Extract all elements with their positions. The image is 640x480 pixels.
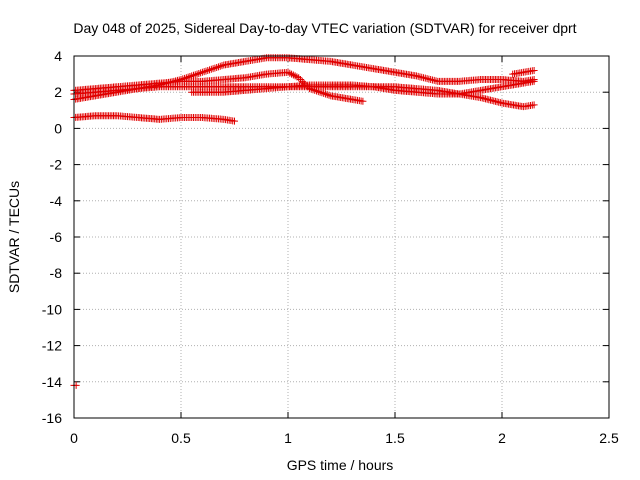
data-point-marker xyxy=(195,69,203,77)
y-tick-label: -14 xyxy=(42,374,62,390)
data-point-marker xyxy=(298,77,306,85)
data-point-marker xyxy=(296,76,304,84)
data-point-marker xyxy=(286,69,294,77)
series-5 xyxy=(70,112,238,125)
data-point-marker xyxy=(197,69,205,77)
data-point-marker xyxy=(530,77,538,85)
data-point-marker xyxy=(293,73,301,81)
data-point-marker xyxy=(530,101,538,109)
x-tick-label: 2 xyxy=(498,430,506,446)
data-point-marker xyxy=(204,66,212,74)
x-tick-label: 1 xyxy=(284,430,292,446)
data-point-marker xyxy=(200,68,208,76)
data-point-marker xyxy=(193,70,201,78)
data-point-marker xyxy=(209,65,217,73)
data-point-marker xyxy=(323,91,331,99)
axis-ticks: 0 0.5 1 1.5 2 2.5 -16 -14 -12 -10 -8 -6 -4 -2 0 2 4 xyxy=(42,48,619,446)
x-tick-label: 0.5 xyxy=(171,430,191,446)
plot-frame xyxy=(73,55,610,419)
data-point-marker xyxy=(198,68,206,76)
data-point-marker xyxy=(289,71,297,79)
x-axis-label: GPS time / hours xyxy=(287,457,394,473)
x-tick-label: 0 xyxy=(70,430,78,446)
series-4 xyxy=(188,77,538,98)
data-point-marker xyxy=(191,71,199,79)
data-point-marker xyxy=(530,66,538,74)
y-tick-label: -6 xyxy=(50,229,63,245)
y-tick-label: -16 xyxy=(42,410,62,426)
grid-lines xyxy=(74,56,609,418)
data-point-marker xyxy=(189,71,197,79)
y-tick-label: 4 xyxy=(54,48,62,64)
y-axis-label: SDTVAR / TECUs xyxy=(6,181,22,293)
series-7 xyxy=(70,381,80,389)
y-tick-label: -2 xyxy=(50,157,63,173)
data-point-marker xyxy=(213,63,221,71)
data-point-marker xyxy=(231,117,238,125)
x-tick-label: 1.5 xyxy=(385,430,405,446)
y-tick-label: -8 xyxy=(50,265,63,281)
series-6 xyxy=(509,66,538,78)
data-point-marker xyxy=(325,91,333,99)
y-tick-label: 0 xyxy=(54,120,62,136)
data-point-marker xyxy=(216,62,224,70)
y-tick-label: 2 xyxy=(54,84,62,100)
x-tick-label: 2.5 xyxy=(599,430,619,446)
data-markers xyxy=(70,54,538,389)
data-point-marker xyxy=(284,68,292,76)
series-2 xyxy=(70,68,367,105)
data-point-marker xyxy=(218,62,226,70)
data-point-marker xyxy=(207,65,215,73)
data-point-marker xyxy=(318,89,326,97)
data-point-marker xyxy=(321,90,329,98)
chart-title: Day 048 of 2025, Sidereal Day-to-day VTE… xyxy=(73,20,576,36)
y-tick-label: -12 xyxy=(42,338,62,354)
y-tick-label: -4 xyxy=(50,193,63,209)
data-point-marker xyxy=(211,64,219,72)
data-point-marker xyxy=(214,63,222,71)
data-point-marker xyxy=(359,97,367,105)
data-point-marker xyxy=(288,70,296,78)
data-point-marker xyxy=(291,72,299,80)
data-point-marker xyxy=(206,66,214,74)
data-point-marker xyxy=(295,74,303,82)
data-point-marker xyxy=(202,67,210,75)
y-tick-label: -10 xyxy=(42,301,62,317)
data-point-marker xyxy=(320,89,328,97)
